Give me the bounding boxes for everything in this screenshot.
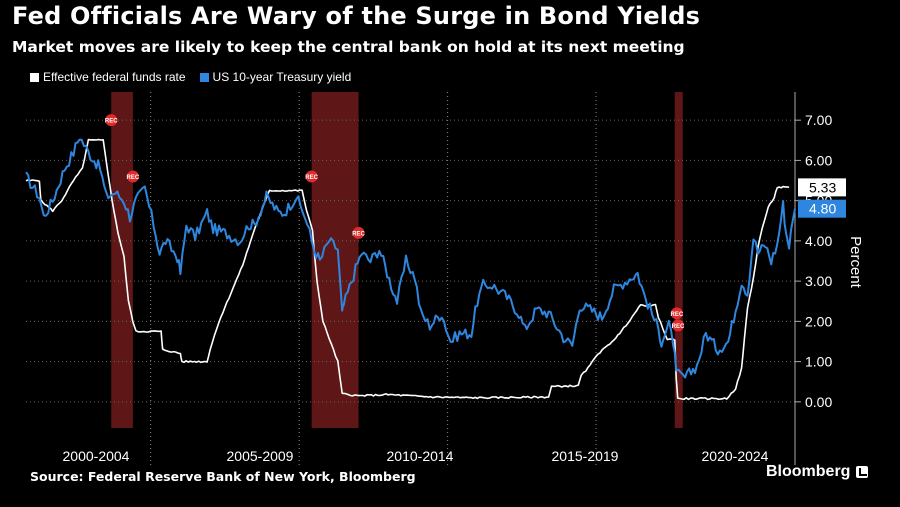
- recession-band-0: [111, 92, 133, 428]
- x-tick-label-4: 2020-2024: [702, 448, 769, 464]
- legend-label-treasury: US 10-year Treasury yield: [212, 70, 352, 84]
- y-tick-label-3: 3.00: [805, 273, 832, 289]
- recession-marker-label-5: REC: [672, 324, 685, 330]
- chart-icon: [856, 466, 869, 478]
- recession-band-1: [311, 92, 359, 428]
- legend: Effective federal funds rate US 10-year …: [30, 70, 351, 84]
- recession-marker-label-2: REC: [305, 175, 318, 181]
- y-tick-label-2: 2.00: [805, 313, 832, 329]
- chart-subtitle: Market moves are likely to keep the cent…: [12, 38, 685, 56]
- recession-band-2: [674, 92, 683, 428]
- recession-marker-2: [305, 170, 318, 183]
- y-axis-label: Percent: [847, 236, 864, 289]
- series-line-1: [25, 138, 796, 379]
- recession-marker-3: [352, 226, 365, 239]
- x-tick-label-3: 2015-2019: [552, 448, 619, 464]
- recession-marker-label-1: REC: [127, 175, 140, 181]
- chart-title: Fed Officials Are Wary of the Surge in B…: [12, 2, 701, 30]
- recession-marker-1: [126, 170, 139, 183]
- end-label-box-0: [798, 178, 846, 197]
- x-tick-label-0: 2000-2004: [63, 448, 130, 464]
- legend-swatch-fed-funds: [30, 72, 39, 82]
- x-tick-label-1: 2005-2009: [227, 448, 294, 464]
- recession-marker-label-3: REC: [352, 231, 365, 237]
- y-tick-label-0: 0.00: [805, 394, 832, 410]
- brand-name: Bloomberg: [766, 463, 851, 480]
- legend-label-fed-funds: Effective federal funds rate: [43, 70, 186, 84]
- recession-marker-label-4: REC: [670, 312, 683, 318]
- end-label-1: 4.80: [809, 201, 836, 217]
- x-tick-label-2: 2010-2014: [387, 448, 454, 464]
- legend-swatch-treasury: [199, 72, 209, 82]
- recession-marker-0: [105, 114, 118, 127]
- y-tick-label-1: 1.00: [805, 354, 832, 370]
- y-tick-label-4: 4.00: [805, 233, 832, 249]
- series-line-0: [25, 138, 790, 401]
- source-note: Source: Federal Reserve Bank of New York…: [30, 469, 416, 484]
- end-label-0: 5.33: [809, 179, 836, 195]
- legend-item-fed-funds: Effective federal funds rate: [30, 70, 186, 84]
- end-label-box-1: [798, 199, 846, 218]
- recession-marker-5: [672, 319, 685, 332]
- brand-logo: Bloomberg: [766, 463, 869, 481]
- recession-marker-label-0: REC: [105, 119, 118, 125]
- y-tick-label-7: 7.00: [805, 112, 832, 128]
- recession-marker-4: [670, 307, 683, 320]
- y-tick-label-6: 6.00: [805, 152, 832, 168]
- legend-item-treasury: US 10-year Treasury yield: [199, 70, 352, 84]
